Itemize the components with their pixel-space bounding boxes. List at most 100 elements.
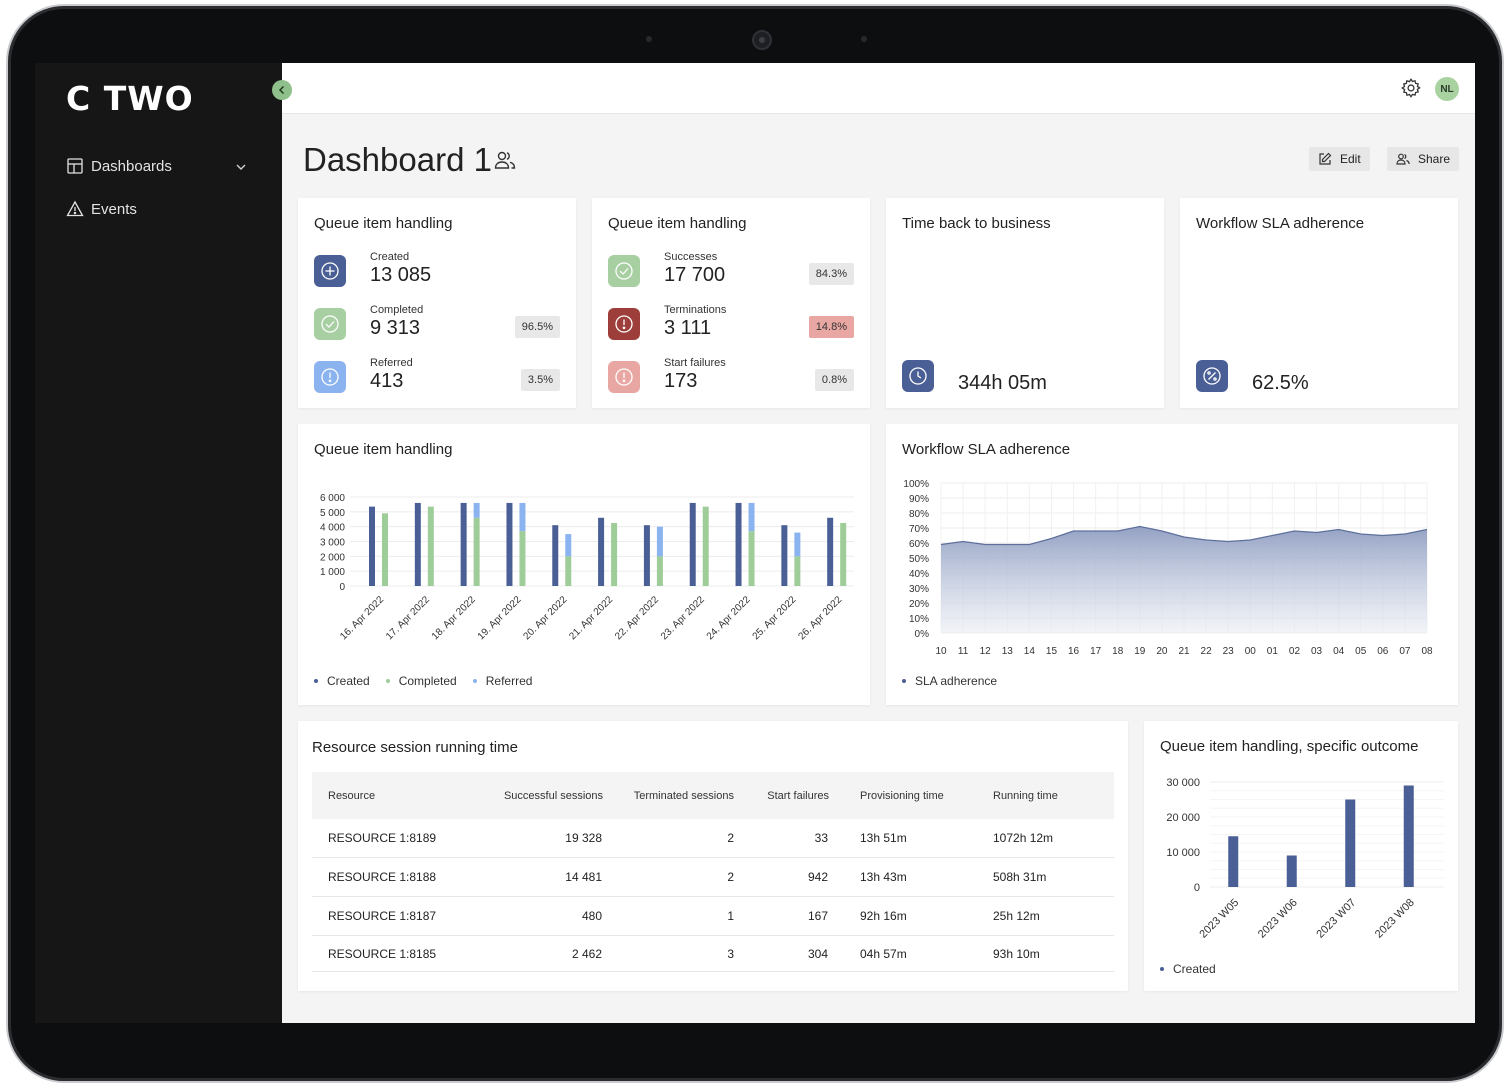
x-tick-label: 2023 W08 [1373, 897, 1417, 941]
stat-value: 3 111 [664, 317, 712, 339]
chevron-down-icon[interactable] [234, 160, 248, 174]
x-tick-label: 19 [1134, 646, 1146, 657]
queue-handling-bar-chart: 6 000 5 000 4 000 3 000 2 000 1 000 016. Apr 2… [320, 493, 854, 642]
legend-label: Created [1173, 962, 1216, 976]
legend-item-created[interactable]: Created [1160, 962, 1216, 976]
sla-adherence-chart-card: Workflow SLA adherence 100% 90% 80% 70% 60% 5… [886, 424, 1458, 705]
y-tick-label: 10% [909, 614, 929, 625]
area-line [940, 525, 1428, 546]
cell-resource: RESOURCE 1:8188 [328, 870, 437, 884]
avatar[interactable]: NL [1435, 77, 1459, 101]
x-tick-label: 23 [1223, 646, 1235, 657]
kpi-card-time-back: Time back to business 344h 05m [886, 198, 1164, 408]
app-screen: C TWO Dashboards Events NL Dashb [35, 63, 1475, 1023]
y-tick-label: 60% [909, 539, 929, 550]
x-tick-label: 12 [980, 646, 992, 657]
x-tick-label: 03 [1311, 646, 1323, 657]
sidebar-item-events[interactable]: Events [66, 200, 137, 218]
legend-dot [1160, 967, 1164, 971]
column-header[interactable]: Running time [993, 789, 1058, 802]
warning-icon [66, 200, 84, 217]
stat-value: 9 313 [370, 317, 421, 339]
sidebar-item-label: Dashboards [91, 157, 172, 175]
stat-successes: Successes 17 700 84.3% [608, 251, 854, 289]
y-tick-label: 2 000 [320, 552, 345, 563]
x-tick-label: 16 [1068, 646, 1080, 657]
bar-created [369, 506, 375, 586]
legend-item-sla[interactable]: SLA adherence [902, 674, 997, 688]
column-header[interactable]: Resource [328, 789, 376, 802]
legend-item-created[interactable]: Created [314, 674, 370, 688]
x-tick-label: 06 [1377, 646, 1389, 657]
x-tick-label: 2023 W06 [1256, 897, 1300, 941]
y-tick-label: 0 [339, 582, 345, 593]
x-tick-label: 17. Apr 2022 [384, 594, 432, 642]
share-users-icon [1396, 153, 1410, 165]
column-header[interactable]: Terminated sessions [633, 789, 734, 802]
bar-created [735, 502, 742, 586]
kpi-card-queue-outcomes: Queue item handling Successes 17 700 84.… [592, 198, 870, 408]
chevron-left-icon [278, 85, 285, 95]
bar-completed [382, 513, 388, 586]
top-bar: NL [282, 63, 1475, 114]
bar-referred [473, 502, 480, 518]
queue-handling-chart-card: Queue item handling 6 000 5 000 4 000 3 000… [298, 424, 870, 705]
users-icon[interactable] [494, 149, 516, 171]
table-row[interactable]: RESOURCE 1:8187 480 1 167 92h 16m 25h 12… [312, 897, 1114, 936]
collapse-sidebar-button[interactable] [272, 80, 292, 100]
table-row[interactable]: RESOURCE 1:8188 14 481 2 942 13h 43m 508… [312, 858, 1114, 897]
bar-referred [748, 502, 755, 532]
bar-created [598, 517, 605, 586]
layout-icon [67, 158, 83, 174]
column-header[interactable]: Successful sessions [503, 789, 603, 802]
share-label: Share [1418, 152, 1451, 166]
stat-label: Successes [664, 251, 718, 263]
gear-icon[interactable] [1400, 77, 1422, 99]
cell-terminated: 3 [727, 946, 734, 961]
y-tick-label: 90% [909, 494, 929, 505]
x-tick-label: 17 [1090, 646, 1102, 657]
x-tick-label: 22. Apr 2022 [613, 594, 661, 642]
y-tick-label: 0 [1194, 882, 1200, 894]
cell-successful: 2 462 [571, 946, 602, 961]
cell-provisioning: 13h 51m [860, 831, 907, 845]
sidebar-item-label: Events [91, 200, 137, 218]
x-tick-label: 20. Apr 2022 [522, 594, 570, 642]
table-header: Resource Successful sessions Terminated … [312, 772, 1114, 819]
y-tick-label: 20% [909, 599, 929, 610]
legend-item-referred[interactable]: Referred [472, 674, 533, 688]
table-row[interactable]: RESOURCE 1:8189 19 328 2 33 13h 51m 1072… [312, 819, 1114, 858]
card-title: Workflow SLA adherence [1196, 215, 1365, 232]
x-tick-label: 20 [1156, 646, 1168, 657]
x-tick-label: 04 [1333, 646, 1345, 657]
stat-label: Completed [370, 304, 424, 316]
stat-label: Start failures [664, 357, 726, 369]
x-tick-label: 26. Apr 2022 [796, 594, 844, 642]
legend-item-completed[interactable]: Completed [385, 674, 457, 688]
share-button[interactable]: Share [1387, 147, 1460, 171]
check-circle-icon [608, 255, 640, 287]
bar-created [1228, 836, 1239, 887]
edit-button[interactable]: Edit [1309, 147, 1370, 171]
y-tick-label: 50% [909, 554, 929, 565]
card-title: Time back to business [902, 215, 1051, 232]
table-row[interactable]: RESOURCE 1:8185 2 462 3 304 04h 57m 93h … [312, 936, 1114, 972]
bar-created [827, 517, 834, 586]
legend-label: Referred [485, 674, 533, 688]
bar-completed [565, 556, 572, 586]
x-tick-label: 14 [1024, 646, 1036, 657]
y-tick-label: 20 000 [1166, 812, 1200, 824]
cell-provisioning: 04h 57m [860, 946, 907, 961]
bar-completed [611, 522, 618, 586]
y-tick-label: 5 000 [320, 508, 345, 519]
sidebar-item-dashboards[interactable]: Dashboards [66, 157, 172, 175]
column-header[interactable]: Start failures [767, 789, 829, 802]
legend-dot [902, 679, 906, 683]
brand-logo[interactable]: C TWO [66, 79, 194, 118]
card-title: Workflow SLA adherence [902, 441, 1071, 458]
bar-completed [427, 506, 434, 586]
sensor-dot [861, 36, 867, 42]
column-header[interactable]: Provisioning time [860, 789, 944, 802]
clock-icon [902, 360, 934, 392]
legend-dot [385, 679, 390, 683]
